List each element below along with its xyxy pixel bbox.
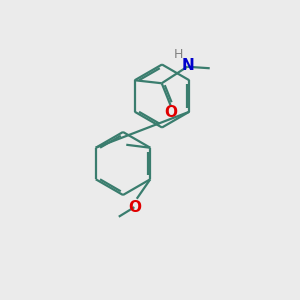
- Text: N: N: [182, 58, 194, 73]
- Text: O: O: [164, 105, 177, 120]
- Text: O: O: [128, 200, 141, 215]
- Text: H: H: [174, 48, 184, 61]
